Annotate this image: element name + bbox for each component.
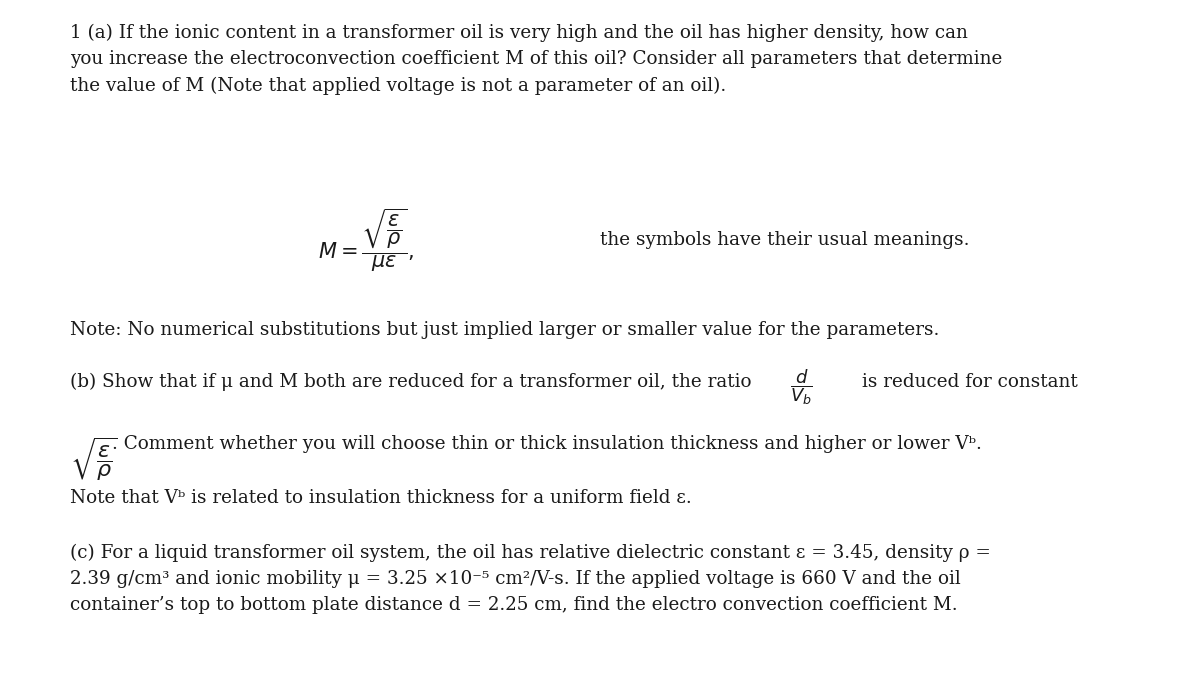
Text: Note: No numerical substitutions but just implied larger or smaller value for th: Note: No numerical substitutions but jus… (70, 321, 938, 339)
Text: (c) For a liquid transformer oil system, the oil has relative dielectric constan: (c) For a liquid transformer oil system,… (70, 543, 990, 614)
Text: Note that Vᵇ is related to insulation thickness for a uniform field ε.: Note that Vᵇ is related to insulation th… (70, 489, 691, 508)
Text: $\sqrt{\dfrac{\varepsilon}{\rho}}$: $\sqrt{\dfrac{\varepsilon}{\rho}}$ (70, 435, 118, 483)
Text: . Comment whether you will choose thin or thick insulation thickness and higher : . Comment whether you will choose thin o… (112, 435, 982, 454)
Text: $M = \dfrac{\sqrt{\dfrac{\varepsilon}{\rho}}}{\mu\varepsilon},$: $M = \dfrac{\sqrt{\dfrac{\varepsilon}{\r… (318, 206, 414, 273)
Text: (b) Show that if μ and M both are reduced for a transformer oil, the ratio: (b) Show that if μ and M both are reduce… (70, 373, 751, 391)
Text: is reduced for constant: is reduced for constant (862, 373, 1078, 391)
Text: the symbols have their usual meanings.: the symbols have their usual meanings. (600, 231, 970, 248)
Text: 1 (a) If the ionic content in a transformer oil is very high and the oil has hig: 1 (a) If the ionic content in a transfor… (70, 24, 1002, 95)
Text: $\dfrac{d}{V_b}$: $\dfrac{d}{V_b}$ (790, 367, 812, 407)
